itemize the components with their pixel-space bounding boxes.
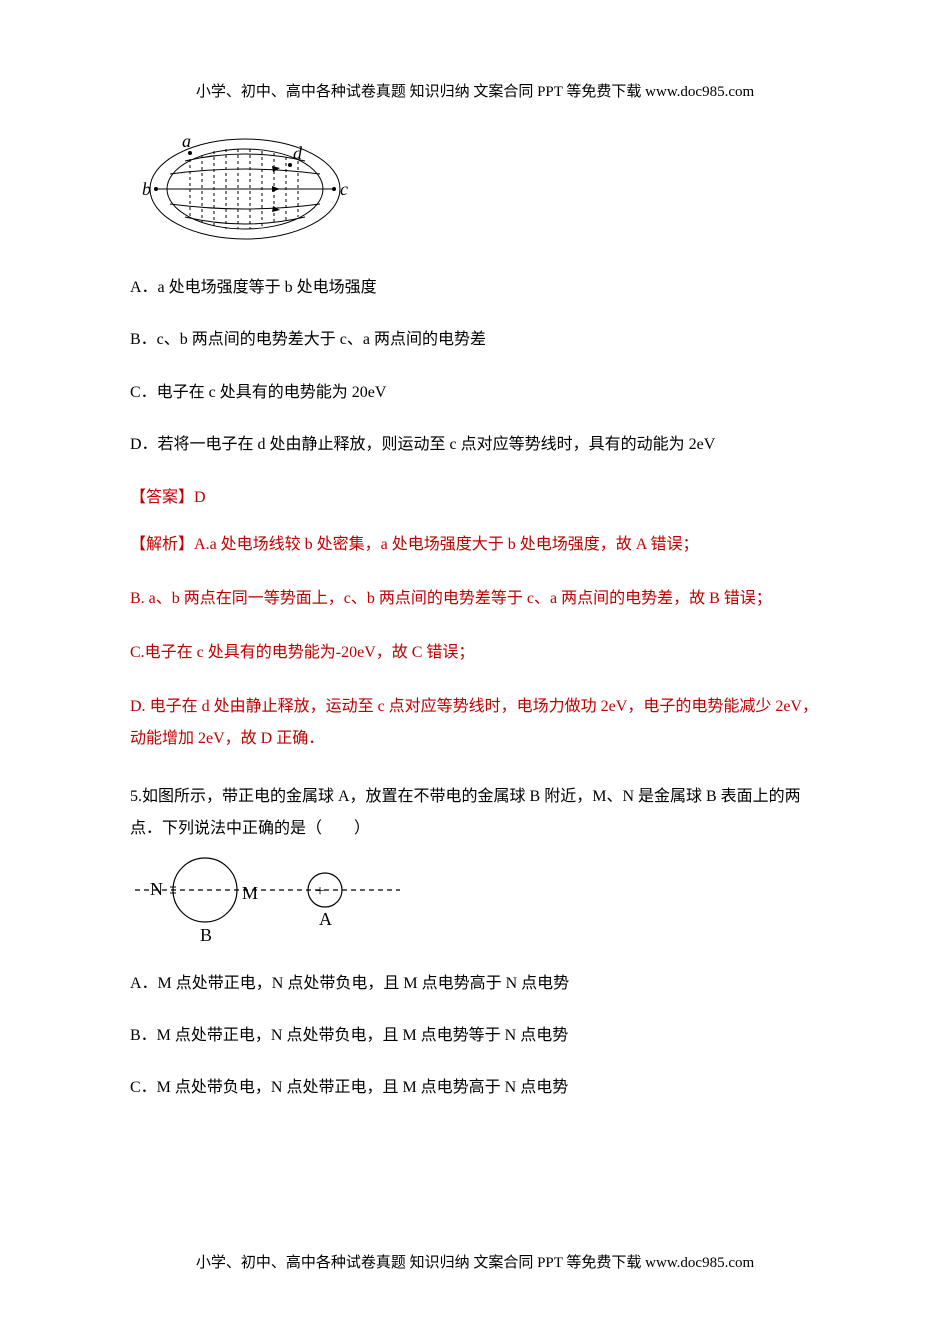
option-b: B．c、b 两点间的电势差大于 c、a 两点间的电势差 xyxy=(130,325,820,355)
label-plus: + xyxy=(315,883,324,900)
analysis-a-text: a 处电场线较 b 处密集，a 处电场强度大于 b 处电场强度，故 A 错误； xyxy=(210,536,699,553)
spheres-svg: N M + A B xyxy=(130,855,410,945)
label-d: d xyxy=(293,143,303,163)
analysis-b-label: B. xyxy=(130,590,145,607)
q5-stem: 5.如图所示，带正电的金属球 A，放置在不带电的金属球 B 附近，M、N 是金属… xyxy=(130,781,820,845)
label-b2: B xyxy=(200,925,212,945)
analysis-label: 【解析】 xyxy=(130,536,194,553)
figure-field-lines: a b c d xyxy=(130,129,820,249)
option-c: C．电子在 c 处具有的电势能为 20eV xyxy=(130,378,820,408)
option-a: A．a 处电场强度等于 b 处电场强度 xyxy=(130,273,820,303)
analysis-b: B. a、b 两点在同一等势面上，c、b 两点间的电势差等于 c、a 两点间的电… xyxy=(130,583,820,615)
q5-option-c: C．M 点处带负电，N 点处带正电，且 M 点电势高于 N 点电势 xyxy=(130,1073,820,1103)
label-a2: A xyxy=(319,909,332,929)
analysis-c-text: 电子在 c 处具有的电势能为-20eV，故 C 错误； xyxy=(145,644,475,661)
analysis-c-label: C. xyxy=(130,644,145,661)
analysis-d-text: 电子在 d 处由静止释放，运动至 c 点对应等势线时，电场力做功 2eV，电子的… xyxy=(130,698,818,747)
analysis-d: D. 电子在 d 处由静止释放，运动至 c 点对应等势线时，电场力做功 2eV，… xyxy=(130,691,820,755)
analysis-a: 【解析】A.a 处电场线较 b 处密集，a 处电场强度大于 b 处电场强度，故 … xyxy=(130,529,820,561)
answer-value: D xyxy=(194,489,206,506)
page-footer: 小学、初中、高中各种试卷真题 知识归纳 文案合同 PPT 等免费下载 www.d… xyxy=(0,1251,950,1272)
page-header: 小学、初中、高中各种试卷真题 知识归纳 文案合同 PPT 等免费下载 www.d… xyxy=(130,80,820,101)
field-diagram-svg: a b c d xyxy=(130,129,360,249)
analysis-a-label: A. xyxy=(194,536,210,553)
label-m: M xyxy=(242,883,258,903)
q5-option-b: B．M 点处带正电，N 点处带负电，且 M 点电势等于 N 点电势 xyxy=(130,1021,820,1051)
q5-option-a: A．M 点处带正电，N 点处带负电，且 M 点电势高于 N 点电势 xyxy=(130,969,820,999)
answer-label: 【答案】 xyxy=(130,489,194,506)
option-d: D．若将一电子在 d 处由静止释放，则运动至 c 点对应等势线时，具有的动能为 … xyxy=(130,430,820,460)
analysis-c: C.电子在 c 处具有的电势能为-20eV，故 C 错误； xyxy=(130,637,820,669)
label-n: N xyxy=(150,879,163,899)
analysis-b-text: a、b 两点在同一等势面上，c、b 两点间的电势差等于 c、a 两点间的电势差，… xyxy=(145,590,772,607)
analysis-d-label: D. xyxy=(130,698,146,715)
label-b: b xyxy=(142,179,151,199)
label-a: a xyxy=(182,131,191,151)
answer-block: 【答案】D xyxy=(130,483,820,507)
label-c: c xyxy=(340,179,348,199)
figure-two-spheres: N M + A B xyxy=(130,855,820,945)
